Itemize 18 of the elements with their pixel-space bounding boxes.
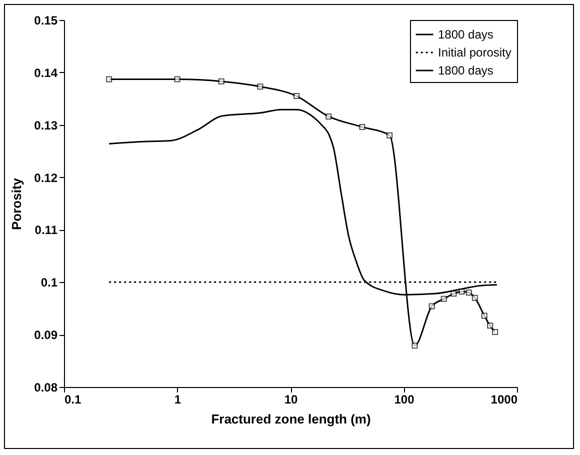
y-tick-label: 0.12 — [34, 170, 58, 185]
y-tick-label: 0.09 — [34, 328, 58, 342]
legend-label: Initial porosity — [438, 46, 512, 60]
y-tick-label: 0.13 — [34, 118, 58, 132]
y-tick-label: 0.1 — [40, 276, 58, 290]
y-tick-label: 0.11 — [34, 223, 58, 238]
legend-label: 1800 days — [438, 64, 494, 78]
x-tick-label: 1 — [174, 392, 182, 406]
x-tick-label: 10 — [284, 392, 298, 406]
x-axis-title: Fractured zone length (m) — [211, 412, 371, 426]
y-axis-title: Porosity — [9, 177, 24, 230]
y-tick-label: 0.08 — [34, 380, 58, 394]
x-tick-label: 0.1 — [64, 392, 82, 406]
x-tick-label: 1000 — [490, 392, 518, 406]
y-tick-label: 0.15 — [34, 14, 58, 28]
y-tick-label: 0.14 — [34, 66, 58, 80]
x-tick-label: 100 — [394, 392, 415, 406]
legend-label: 1800 days — [438, 28, 494, 42]
